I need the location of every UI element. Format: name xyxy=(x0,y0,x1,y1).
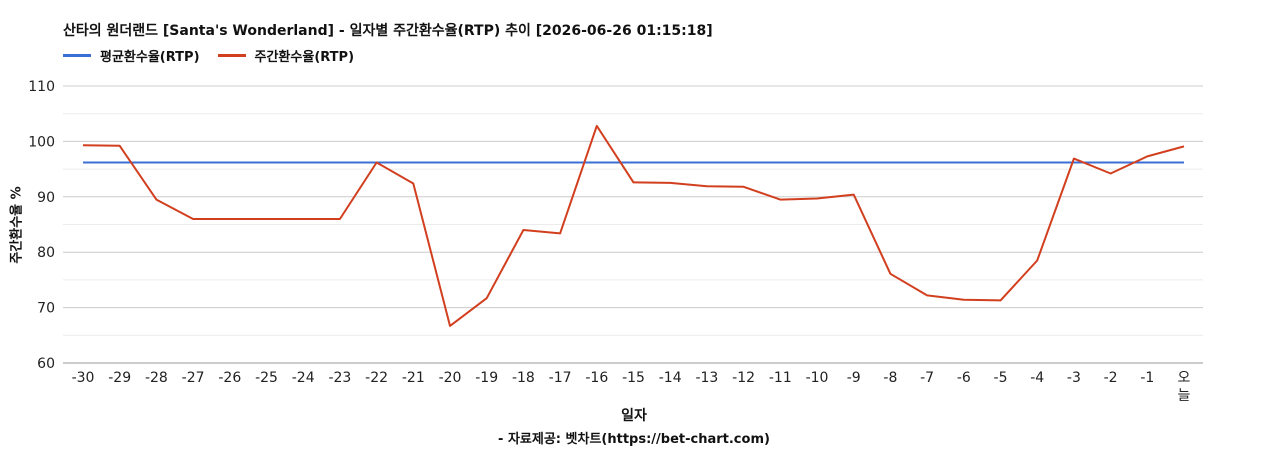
x-tick-label: -9 xyxy=(847,370,861,386)
legend-label-weekly: 주간환수율(RTP) xyxy=(254,49,355,65)
x-tick-label: -30 xyxy=(72,370,95,386)
y-axis-label: 주간환수율 % xyxy=(9,186,25,264)
x-axis-label: 일자 xyxy=(621,408,647,424)
y-tick-label: 80 xyxy=(37,245,55,261)
source-credit: - 자료제공: 벳차트(https://bet-chart.com) xyxy=(498,432,770,447)
x-tick-label: -1 xyxy=(1140,370,1154,386)
x-tick-label: -10 xyxy=(806,370,829,386)
x-tick-label: -2 xyxy=(1104,370,1118,386)
x-tick-label: -16 xyxy=(585,370,608,386)
legend-item-average[interactable]: 평균환수율(RTP) xyxy=(63,46,200,65)
x-tick-label: -24 xyxy=(292,370,315,386)
x-tick-label: -25 xyxy=(255,370,278,386)
y-tick-label: 100 xyxy=(28,134,55,150)
x-tick-label: -7 xyxy=(920,370,934,386)
legend-swatch-weekly xyxy=(217,53,246,57)
x-tick-label: -17 xyxy=(549,370,572,386)
x-tick-label: -21 xyxy=(402,370,425,386)
x-tick-label: -23 xyxy=(328,370,351,386)
x-tick-label: -5 xyxy=(994,370,1008,386)
x-tick-label: -20 xyxy=(439,370,462,386)
legend-label-average: 평균환수율(RTP) xyxy=(100,49,200,65)
x-tick-label: -28 xyxy=(145,370,168,386)
y-tick-label: 60 xyxy=(37,356,55,372)
legend-swatch-average xyxy=(63,53,91,57)
x-tick-label: -13 xyxy=(695,370,718,386)
x-tick-label: -8 xyxy=(883,370,897,386)
chart-title: 산타의 원더랜드 [Santa's Wonderland] - 일자별 주간환수… xyxy=(63,23,713,39)
y-tick-label: 90 xyxy=(37,190,55,206)
x-tick-label: -11 xyxy=(769,370,792,386)
y-tick-label: 110 xyxy=(28,79,55,95)
x-tick-label: -18 xyxy=(512,370,535,386)
x-tick-label: -6 xyxy=(957,370,971,386)
x-tick-label: -3 xyxy=(1067,370,1081,386)
series-line-weekly xyxy=(82,124,1185,327)
y-tick-label: 70 xyxy=(37,301,55,317)
legend-item-weekly[interactable]: 주간환수율(RTP) xyxy=(217,46,355,65)
x-tick-label: -22 xyxy=(365,370,388,386)
x-tick-label: -15 xyxy=(622,370,645,386)
x-tick-label: -14 xyxy=(659,370,682,386)
x-tick-label: -26 xyxy=(218,370,241,386)
x-tick-label: -12 xyxy=(732,370,755,386)
x-tick-label: -4 xyxy=(1030,370,1044,386)
x-tick-label: -29 xyxy=(108,370,131,386)
x-tick-label: -19 xyxy=(475,370,498,386)
x-tick-label: -27 xyxy=(182,370,205,386)
chart-legend: 평균환수율(RTP) 주간환수율(RTP) xyxy=(63,45,372,65)
